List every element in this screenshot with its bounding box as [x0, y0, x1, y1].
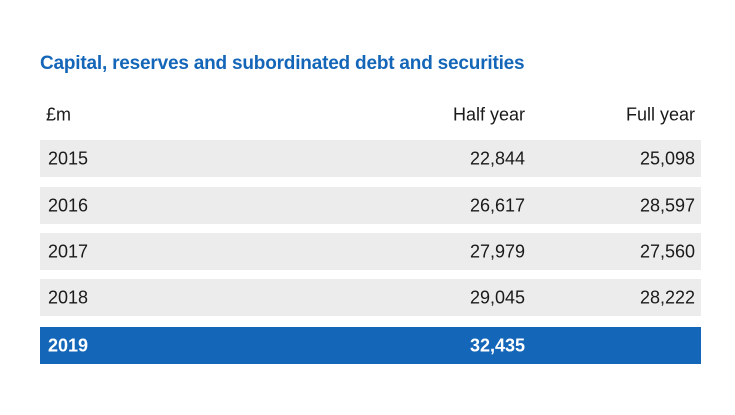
row-full-year: 27,560 [639, 241, 695, 261]
row-year: 2019 [48, 335, 89, 355]
row-year: 2016 [48, 195, 89, 215]
table-row: 2015 22,844 25,098 [40, 140, 701, 177]
row-half-year: 27,979 [469, 241, 525, 261]
table-row-highlighted: 2019 32,435 [40, 327, 701, 364]
row-full-year: 28,597 [639, 195, 695, 215]
table-row: 2016 26,617 28,597 [40, 187, 701, 224]
header-full-year: Full year [625, 104, 695, 125]
row-full-year: 28,222 [639, 287, 695, 307]
row-half-year: 22,844 [469, 148, 525, 168]
row-half-year: 32,435 [469, 335, 525, 355]
row-full-year: 25,098 [639, 148, 695, 168]
table-header-row: £m Half year Full year [40, 95, 701, 135]
header-unit: £m [46, 104, 72, 125]
table-row: 2018 29,045 28,222 [40, 279, 701, 316]
row-half-year: 26,617 [469, 195, 525, 215]
row-half-year: 29,045 [469, 287, 525, 307]
table-row: 2017 27,979 27,560 [40, 233, 701, 270]
row-year: 2015 [48, 148, 89, 168]
row-year: 2017 [48, 241, 89, 261]
table-title: Capital, reserves and subordinated debt … [40, 53, 525, 74]
row-year: 2018 [48, 287, 89, 307]
header-half-year: Half year [452, 104, 525, 125]
